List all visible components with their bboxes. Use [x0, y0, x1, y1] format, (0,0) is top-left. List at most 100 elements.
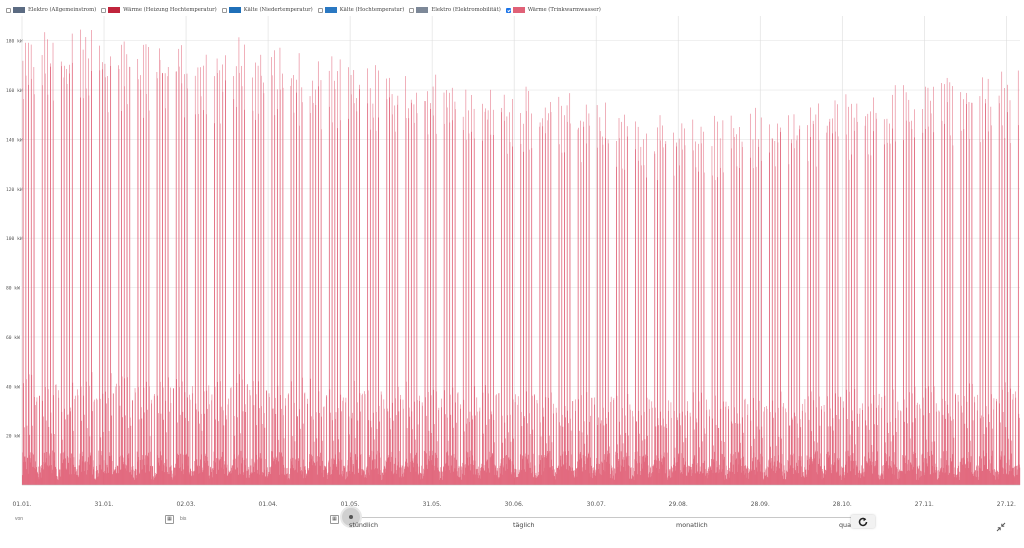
granularity-slider-thumb[interactable] — [342, 508, 360, 526]
data-bar — [595, 472, 596, 485]
data-bar — [526, 111, 527, 485]
data-bar — [247, 470, 249, 485]
data-bar — [640, 146, 642, 486]
from-date-input[interactable] — [15, 516, 155, 522]
legend-checkbox[interactable] — [101, 7, 107, 13]
data-bar — [741, 472, 742, 485]
legend-item[interactable]: Elektro (Allgemeinstrom) — [6, 7, 96, 13]
legend-checkbox[interactable] — [6, 7, 11, 13]
data-bar — [628, 455, 630, 485]
data-bar — [920, 475, 922, 485]
data-bar — [74, 474, 75, 485]
data-bar — [497, 471, 498, 485]
data-bar — [1006, 474, 1007, 485]
legend-checkbox[interactable] — [505, 7, 511, 13]
calendar-icon[interactable]: ▦ — [330, 515, 339, 524]
data-bar — [460, 469, 462, 485]
data-bar — [347, 465, 348, 485]
granularity-label-hourly[interactable]: stündlich — [349, 521, 379, 529]
data-bar — [998, 472, 999, 485]
reset-button[interactable] — [851, 515, 875, 528]
data-bar — [894, 474, 895, 485]
collapse-button[interactable] — [996, 517, 1006, 532]
data-bar — [674, 457, 675, 485]
data-bar — [715, 424, 717, 485]
data-bar — [995, 472, 996, 485]
data-bar — [894, 85, 896, 486]
data-bar — [105, 463, 107, 485]
data-bar — [349, 434, 350, 485]
granularity-label-daily[interactable]: täglich — [513, 521, 535, 529]
data-bar — [111, 415, 113, 485]
data-bar — [252, 77, 253, 485]
data-bar — [198, 473, 200, 485]
data-bar — [577, 461, 578, 485]
legend-item[interactable]: Wärme (Heizung Hochtemperatur) — [101, 7, 217, 13]
data-bar — [499, 477, 500, 485]
granularity-label-monthly[interactable]: monatlich — [676, 521, 708, 529]
data-bar — [218, 469, 220, 485]
data-bar — [823, 473, 824, 485]
data-bar — [964, 423, 966, 485]
data-bar — [849, 434, 851, 485]
legend-item[interactable]: Elektro (Elektromobilität) — [409, 7, 501, 13]
legend-checkbox[interactable] — [409, 7, 415, 13]
data-bar — [934, 463, 936, 485]
to-date-field[interactable] — [180, 516, 320, 526]
legend-checkbox[interactable] — [317, 7, 323, 13]
data-bar — [812, 463, 813, 485]
data-bar — [870, 155, 872, 485]
granularity-slider-track[interactable] — [351, 517, 851, 518]
data-bar — [585, 456, 587, 485]
legend-item[interactable]: Wärme (Trinkwarmwasser) — [505, 7, 601, 13]
data-bar — [468, 133, 470, 485]
data-bar — [699, 466, 701, 485]
data-bar — [652, 472, 654, 485]
data-bar — [199, 472, 201, 485]
data-bar — [490, 89, 491, 485]
data-bar — [459, 476, 461, 485]
legend-item[interactable]: Kälte (Niedertemperatur) — [221, 7, 313, 13]
data-bar — [871, 464, 872, 485]
data-bar — [61, 411, 63, 485]
data-bar — [391, 471, 392, 485]
data-bar — [311, 465, 313, 485]
data-bar — [899, 469, 900, 485]
data-bar — [263, 413, 265, 485]
data-bar — [397, 386, 399, 485]
data-bar — [770, 446, 771, 485]
data-bar — [945, 464, 947, 485]
legend-checkbox[interactable] — [221, 7, 227, 13]
data-bar — [470, 470, 471, 485]
data-bar — [643, 165, 645, 485]
data-bar — [450, 414, 452, 485]
data-bar — [51, 465, 52, 485]
data-bar — [847, 419, 848, 485]
calendar-icon[interactable]: ▦ — [165, 515, 174, 524]
legend-item[interactable]: Kälte (Hochtemperatur) — [317, 7, 404, 13]
data-bar — [314, 463, 316, 485]
data-bar — [791, 417, 793, 485]
data-bar — [71, 33, 73, 486]
data-bar — [254, 463, 256, 485]
from-date-field[interactable] — [15, 516, 155, 526]
data-bar — [38, 477, 39, 485]
data-bar — [319, 412, 320, 485]
data-bar — [808, 470, 809, 485]
data-bar — [591, 397, 593, 485]
data-bar — [239, 72, 240, 485]
data-bar — [602, 136, 603, 485]
to-date-input[interactable] — [180, 516, 320, 522]
data-bar — [26, 379, 27, 485]
data-bar — [611, 465, 612, 485]
data-bar — [772, 470, 774, 485]
data-bar — [619, 421, 620, 485]
data-bar — [729, 471, 730, 485]
data-bar — [86, 474, 88, 485]
data-bar — [387, 411, 389, 485]
data-bar — [449, 92, 450, 486]
granularity-label-quarterly[interactable]: quar — [839, 521, 854, 529]
data-bar — [262, 472, 264, 485]
data-bar — [890, 465, 891, 485]
data-bar — [292, 457, 294, 485]
